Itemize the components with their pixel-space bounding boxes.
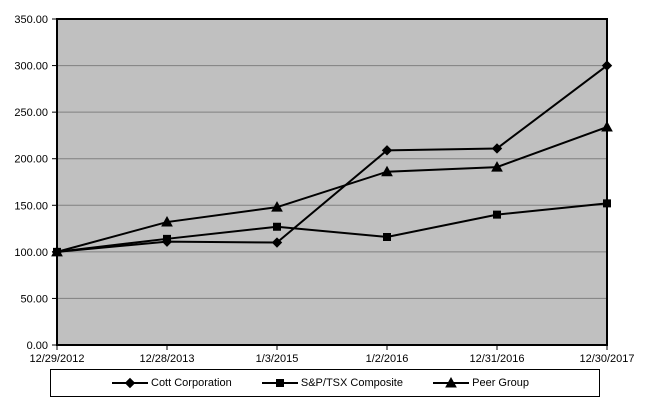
x-axis-tick-label: 1/3/2015 xyxy=(256,353,299,365)
y-axis-tick-label: 150.00 xyxy=(14,200,48,212)
legend-label-peer-group: Peer Group xyxy=(472,377,529,389)
data-point-peer-group-5 xyxy=(601,121,613,132)
x-axis-tick-label: 1/2/2016 xyxy=(366,353,409,365)
y-axis-tick-label: 250.00 xyxy=(14,107,48,119)
legend-label-cott-corporation: Cott Corporation xyxy=(151,377,232,389)
data-point-peer-group-4 xyxy=(491,161,503,172)
data-point-cott-corporation-2 xyxy=(271,237,283,248)
y-axis-tick-label: 100.00 xyxy=(14,247,48,259)
data-point-cott-corporation-4 xyxy=(491,143,503,154)
series-line-s-p-tsx-composite xyxy=(56,202,608,253)
legend-marker xyxy=(275,379,284,387)
x-axis-tick-label: 12/30/2017 xyxy=(579,353,634,365)
legend-item-cott-corporation: Cott Corporation xyxy=(111,377,232,389)
series-line-peer-group xyxy=(56,126,608,253)
triangle-marker-icon xyxy=(433,377,470,388)
data-point-cott-corporation-3 xyxy=(381,145,393,156)
data-point-peer-group-1 xyxy=(161,216,173,227)
data-point-s-p-tsx-composite-5 xyxy=(603,199,611,208)
y-axis-tick-label: 350.00 xyxy=(14,14,48,26)
legend-marker xyxy=(445,377,457,388)
y-axis-tick-label: 200.00 xyxy=(14,154,48,166)
data-point-s-p-tsx-composite-4 xyxy=(493,210,501,219)
legend-label-s-p-tsx-composite: S&P/TSX Composite xyxy=(300,377,403,389)
x-axis-tick-label: 12/31/2016 xyxy=(469,353,524,365)
plot-border xyxy=(56,18,608,346)
x-axis-tick-label: 12/29/2012 xyxy=(29,353,84,365)
data-point-peer-group-0 xyxy=(51,245,63,257)
y-axis-tick-label: 0.00 xyxy=(27,340,48,352)
diamond-marker-icon xyxy=(112,377,148,389)
legend-item-peer-group: Peer Group xyxy=(432,377,529,389)
data-point-peer-group-2 xyxy=(271,201,283,212)
legend-marker xyxy=(124,377,136,389)
legend-item-s-p-tsx-composite: S&P/TSX Composite xyxy=(261,377,403,389)
data-point-s-p-tsx-composite-1 xyxy=(163,234,171,243)
data-point-s-p-tsx-composite-3 xyxy=(383,232,391,241)
series-line-cott-corporation xyxy=(56,64,608,253)
chart-legend: Cott Corporation S&P/TSX Composite Peer Gr… xyxy=(50,369,600,397)
y-axis-tick-label: 50.00 xyxy=(20,293,48,305)
data-point-s-p-tsx-composite-2 xyxy=(273,222,281,231)
y-axis-tick-label: 300.00 xyxy=(14,61,48,73)
x-axis-tick-label: 12/28/2013 xyxy=(139,353,194,365)
plot-area xyxy=(57,19,607,345)
chart-canvas: 0.00 50.00 100.00 150.00 200.00 250.00 300.00 3… xyxy=(14,14,634,365)
data-point-peer-group-3 xyxy=(381,165,393,177)
data-point-cott-corporation-5 xyxy=(601,60,613,71)
square-marker-icon xyxy=(261,379,298,387)
